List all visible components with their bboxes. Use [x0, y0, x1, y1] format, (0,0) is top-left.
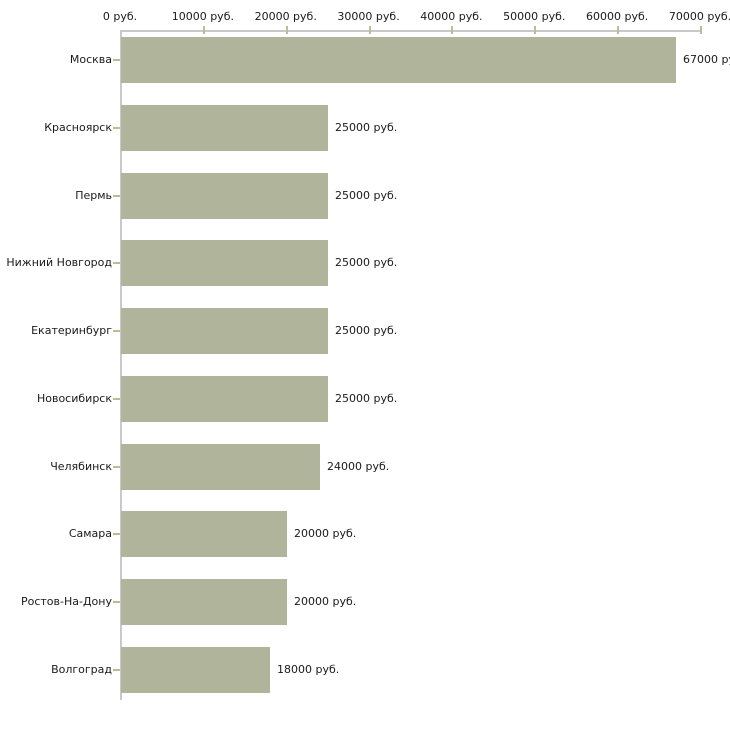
- category-tick-mark: [113, 330, 120, 332]
- x-axis-tick-mark: [451, 26, 454, 34]
- bar-value-label: 25000 руб.: [335, 121, 398, 134]
- bar: [121, 105, 328, 151]
- bar: [121, 511, 287, 557]
- category-tick-mark: [113, 669, 120, 671]
- x-axis-tick-label: 50000 руб.: [503, 10, 566, 23]
- bar: [121, 308, 328, 354]
- x-axis-tick-label: 70000 руб.: [668, 10, 730, 23]
- bar-value-label: 20000 руб.: [294, 527, 357, 540]
- category-label: Екатеринбург: [31, 324, 112, 337]
- x-axis-tick-mark: [700, 26, 702, 34]
- x-axis-tick-label: 0 руб.: [102, 10, 138, 23]
- bar: [121, 444, 320, 490]
- x-axis-tick-label: 20000 руб.: [254, 10, 317, 23]
- category-tick-mark: [113, 59, 120, 61]
- bar: [121, 579, 287, 625]
- category-tick-mark: [113, 533, 120, 535]
- bar: [121, 647, 270, 693]
- bar: [121, 376, 328, 422]
- category-tick-mark: [113, 466, 120, 468]
- category-tick-mark: [113, 195, 120, 197]
- category-tick-mark: [113, 398, 120, 400]
- bar-value-label: 24000 руб.: [327, 460, 390, 473]
- category-label: Нижний Новгород: [6, 256, 112, 269]
- category-label: Ростов-На-Дону: [20, 595, 112, 608]
- bar-value-label: 18000 руб.: [277, 663, 340, 676]
- x-axis-tick-label: 40000 руб.: [420, 10, 483, 23]
- x-axis-tick-mark: [285, 26, 288, 34]
- x-axis-tick-label: 10000 руб.: [171, 10, 234, 23]
- bar-value-label: 20000 руб.: [294, 595, 357, 608]
- category-label: Москва: [69, 53, 112, 66]
- bar-value-label: 25000 руб.: [335, 256, 398, 269]
- x-axis-tick-label: 60000 руб.: [586, 10, 649, 23]
- category-label: Новосибирск: [36, 392, 112, 405]
- bar: [121, 173, 328, 219]
- x-axis-tick-mark: [368, 26, 371, 34]
- bar: [121, 37, 676, 83]
- category-label: Самара: [68, 527, 112, 540]
- bar: [121, 240, 328, 286]
- x-axis-line: [120, 30, 702, 32]
- x-axis-tick-label: 30000 руб.: [337, 10, 400, 23]
- x-axis-tick-mark: [202, 26, 205, 34]
- bar-value-label: 25000 руб.: [335, 324, 398, 337]
- category-label: Красноярск: [44, 121, 112, 134]
- bar-value-label: 67000 руб.: [683, 53, 730, 66]
- bar-value-label: 25000 руб.: [335, 392, 398, 405]
- x-axis-tick-mark: [617, 26, 620, 34]
- x-axis-tick-mark: [534, 26, 537, 34]
- category-label: Челябинск: [50, 460, 112, 473]
- category-label: Пермь: [75, 189, 112, 202]
- category-label: Волгоград: [51, 663, 112, 676]
- y-axis-line: [120, 30, 122, 700]
- category-tick-mark: [113, 262, 120, 264]
- category-tick-mark: [113, 601, 120, 603]
- bar-value-label: 25000 руб.: [335, 189, 398, 202]
- category-tick-mark: [113, 127, 120, 129]
